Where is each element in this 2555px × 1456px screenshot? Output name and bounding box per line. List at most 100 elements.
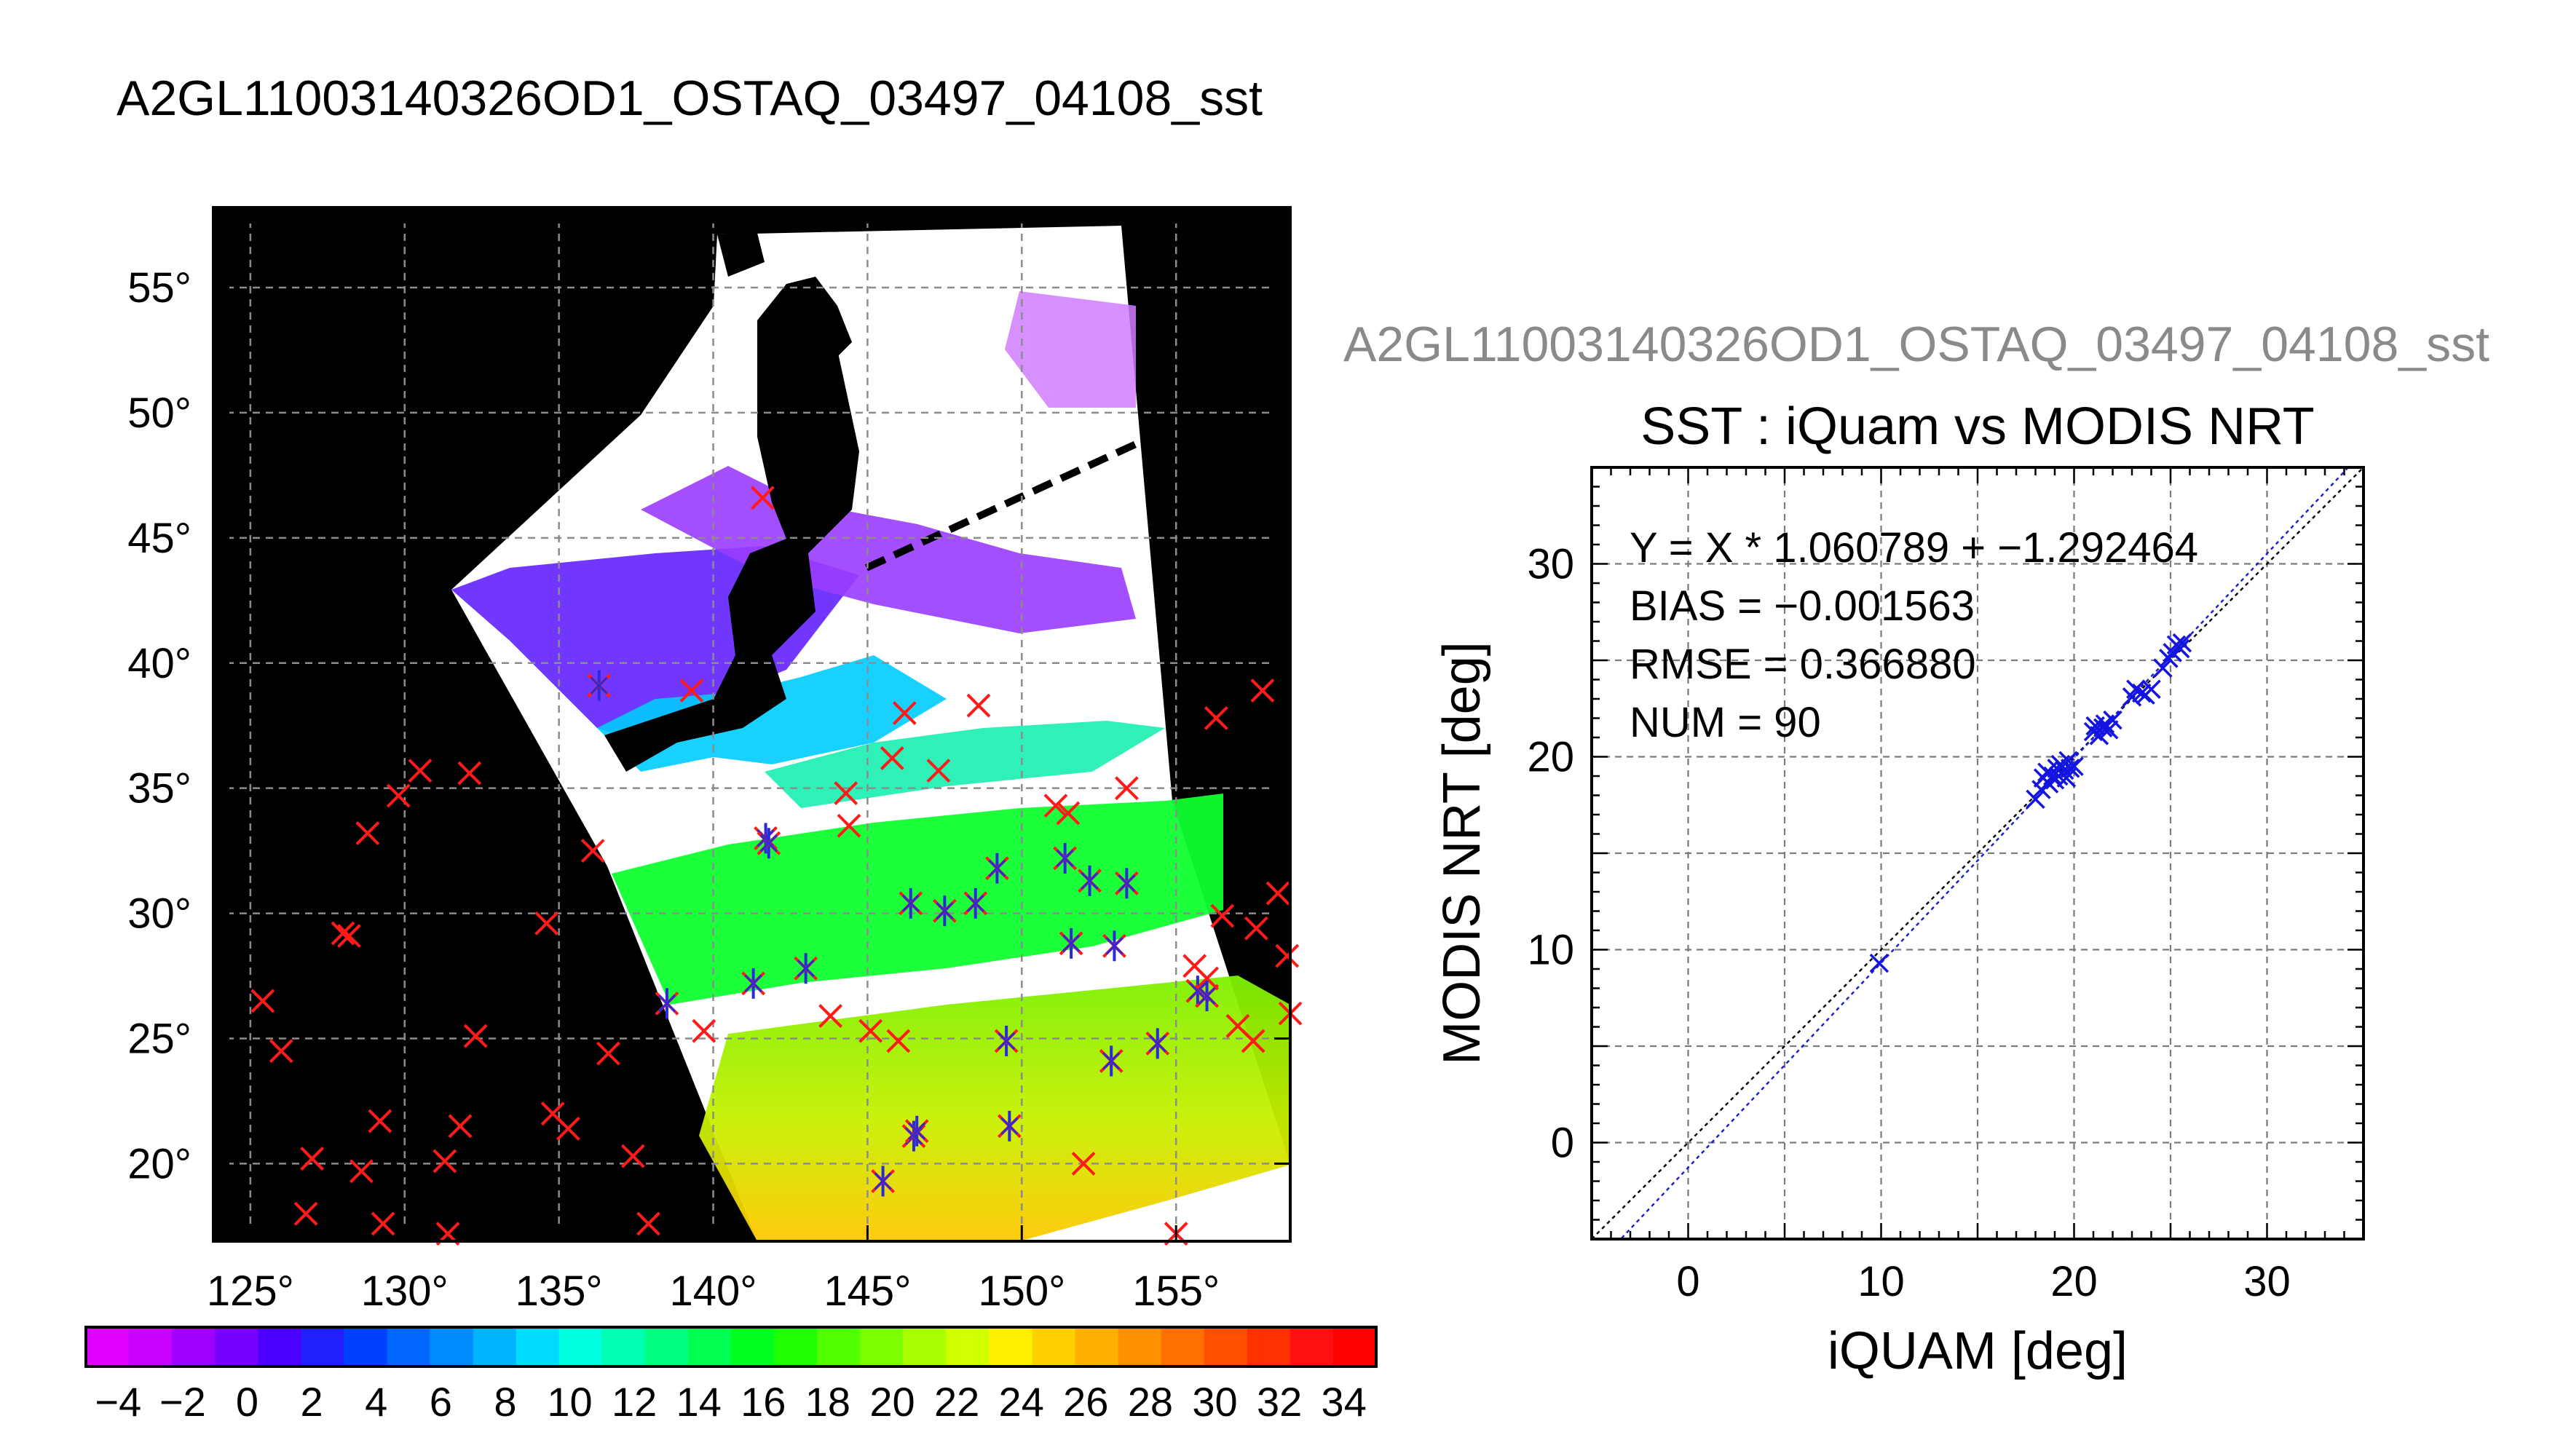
map-lat-label: 25° (127, 1016, 191, 1063)
colorbar-segment (1204, 1327, 1248, 1366)
scatter-point (2153, 658, 2173, 678)
map-buoy-cross (1244, 916, 1268, 941)
map-buoy-cross (250, 989, 275, 1013)
x-mark-stroke (371, 1211, 395, 1236)
x-mark-stroke (966, 894, 984, 912)
scatter-point (1869, 953, 1889, 973)
map-buoy-cross (269, 1039, 293, 1064)
colorbar-tick-label: 18 (805, 1379, 850, 1425)
x-mark-stroke (300, 1147, 325, 1171)
map-buoy-cross (818, 1004, 842, 1028)
map-matchup-star (963, 887, 988, 919)
x-mark-stroke (408, 759, 433, 783)
map-buoy-cross (679, 678, 704, 703)
star-cross-blue (1118, 874, 1136, 893)
x-mark-stroke (1204, 705, 1228, 730)
map-buoy-cross (1241, 1029, 1265, 1053)
stats-line: Y = X * 1.060789 + −1.292464 (1630, 524, 2198, 571)
stats-annotation: Y = X * 1.060789 + −1.292464 BIAS = −0.00… (1630, 524, 2198, 746)
map-matchup-star (1059, 927, 1083, 959)
colorbar-tick-label: 32 (1257, 1379, 1302, 1425)
map-buoy-cross (858, 1018, 883, 1043)
colorbar-segment (1290, 1327, 1334, 1366)
colorbar-tick-label: 24 (999, 1379, 1044, 1425)
x-mark-stroke (534, 911, 559, 935)
x-mark-stroke (936, 902, 954, 920)
scatter-x-tick-label: 10 (1857, 1258, 1905, 1305)
x-mark-stroke (463, 1024, 488, 1048)
x-mark-stroke (966, 693, 991, 718)
map-matchup-star (994, 1025, 1019, 1056)
map-matchup-star (997, 1110, 1022, 1142)
scatter-point (2055, 760, 2074, 780)
star-cross-blue (1198, 986, 1216, 1005)
scatter-point (2060, 759, 2080, 778)
colorbar-segment (1075, 1327, 1119, 1366)
star-cross-blue (874, 1172, 892, 1190)
colorbar-tick-label: 20 (869, 1379, 915, 1425)
star-cross-blue (988, 859, 1006, 877)
map-matchup-star (757, 828, 781, 859)
x-mark-stroke (744, 974, 762, 992)
colorbar-segment (989, 1327, 1033, 1366)
x-mark-stroke (1043, 794, 1068, 818)
map-buoy-cross (750, 486, 775, 510)
x-mark-stroke (834, 781, 858, 805)
colorbar-segment (1161, 1327, 1205, 1366)
x-mark-stroke (2159, 649, 2179, 668)
colorbar-segment (516, 1327, 560, 1366)
scatter-points (1869, 633, 2192, 973)
colorbar-tick-label: 6 (430, 1379, 452, 1425)
sst-band-yellowgreen (699, 976, 1290, 1241)
x-mark-stroke (837, 813, 861, 838)
map-buoy-cross (892, 701, 917, 725)
x-mark-stroke (1081, 871, 1099, 890)
colorbar-segment (1332, 1327, 1377, 1366)
colorbar-segment (644, 1327, 689, 1366)
x-mark-stroke (386, 783, 411, 808)
x-mark-stroke (1182, 954, 1207, 978)
map-buoy-cross (463, 1024, 488, 1048)
x-mark-stroke (874, 1172, 892, 1190)
colorbar-tick-label: 34 (1322, 1379, 1367, 1425)
x-mark-stroke (556, 1116, 580, 1141)
star-cross-blue (1000, 1117, 1019, 1135)
colorbar-segment (903, 1327, 947, 1366)
colorbar-segment (946, 1327, 990, 1366)
map-buoy-cross (636, 1211, 660, 1236)
x-mark-stroke (448, 1114, 473, 1139)
map-buoy-cross (1195, 966, 1219, 991)
map-lon-label: 135° (516, 1267, 603, 1315)
colorbar-frame (84, 1326, 1378, 1368)
star-cross-blue (1148, 1034, 1166, 1053)
colorbar-segment (860, 1327, 904, 1366)
map-matchup-star (899, 887, 923, 919)
map-matchup-star (1078, 865, 1102, 896)
x-mark-stroke (1244, 916, 1268, 941)
map-buoy-cross (1275, 943, 1300, 968)
x-mark-stroke (337, 924, 361, 948)
x-mark-stroke (2132, 683, 2152, 703)
star-cross-blue (1062, 934, 1081, 952)
x-mark-stroke (1114, 776, 1139, 801)
map-lat-label: 35° (127, 765, 191, 812)
map-matchup-star (655, 988, 679, 1019)
x-mark-stroke (250, 989, 275, 1013)
x-mark-stroke (2103, 710, 2122, 730)
x-mark-stroke (926, 759, 951, 783)
map-buoy-cross (368, 1109, 392, 1133)
star-cross-blue (1188, 982, 1207, 1000)
scatter-point (2171, 638, 2190, 659)
map-matchup-star (932, 895, 957, 927)
x-mark-stroke (1118, 874, 1136, 893)
map-buoy-cross (371, 1211, 395, 1236)
map-buoy-cross (692, 1018, 716, 1043)
map-buoy-cross (331, 921, 355, 946)
map-grid (213, 207, 1290, 1241)
star-cross-blue (901, 894, 920, 912)
map-buoy-cross (1071, 1151, 1096, 1176)
colorbar-segment (1247, 1327, 1291, 1366)
colorbar-segment (1118, 1327, 1162, 1366)
map-lat-label: 20° (127, 1140, 191, 1187)
